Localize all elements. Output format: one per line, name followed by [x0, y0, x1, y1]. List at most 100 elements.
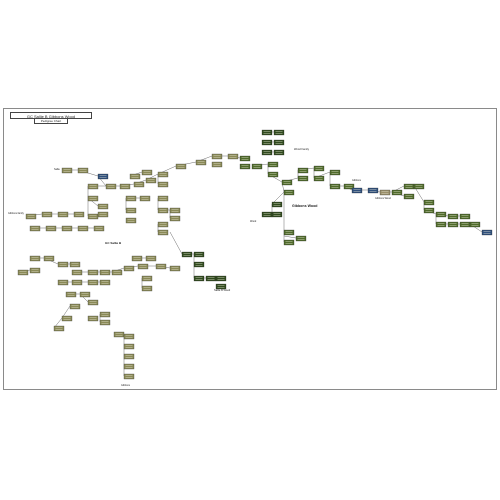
- person-box[interactable]: [329, 169, 341, 176]
- person-box[interactable]: [155, 263, 167, 270]
- person-box[interactable]: [123, 265, 135, 272]
- person-box[interactable]: [295, 235, 307, 242]
- person-box[interactable]: [239, 163, 251, 170]
- person-box[interactable]: [267, 161, 279, 168]
- person-box[interactable]: [53, 325, 65, 332]
- person-box[interactable]: [113, 331, 125, 338]
- person-box[interactable]: [423, 199, 435, 206]
- person-box[interactable]: [123, 363, 135, 370]
- person-box[interactable]: [367, 187, 379, 194]
- person-box[interactable]: [141, 169, 153, 176]
- person-box[interactable]: [61, 167, 73, 174]
- person-box[interactable]: [87, 183, 99, 190]
- person-box[interactable]: [313, 165, 325, 172]
- person-box[interactable]: [123, 353, 135, 360]
- person-box[interactable]: [267, 171, 279, 178]
- person-box[interactable]: [69, 261, 81, 268]
- person-box[interactable]: [193, 275, 205, 282]
- person-box[interactable]: [447, 221, 459, 228]
- person-box[interactable]: [329, 183, 341, 190]
- person-box[interactable]: [111, 269, 123, 276]
- person-box[interactable]: [469, 221, 481, 228]
- person-box[interactable]: [193, 261, 205, 268]
- person-box[interactable]: [123, 333, 135, 340]
- person-box[interactable]: [137, 263, 149, 270]
- person-box[interactable]: [87, 315, 99, 322]
- person-box[interactable]: [125, 217, 137, 224]
- person-box[interactable]: [459, 213, 471, 220]
- person-box[interactable]: [57, 279, 69, 286]
- person-box[interactable]: [41, 211, 53, 218]
- person-box[interactable]: [57, 211, 69, 218]
- person-box[interactable]: [125, 207, 137, 214]
- person-box[interactable]: [97, 173, 109, 180]
- person-box[interactable]: [119, 183, 131, 190]
- person-box[interactable]: [145, 177, 157, 184]
- person-box[interactable]: [133, 181, 145, 188]
- person-box[interactable]: [157, 207, 169, 214]
- person-box[interactable]: [61, 315, 73, 322]
- person-box[interactable]: [25, 213, 37, 220]
- person-box[interactable]: [157, 229, 169, 236]
- person-box[interactable]: [181, 251, 193, 258]
- person-box[interactable]: [141, 285, 153, 292]
- person-box[interactable]: [391, 189, 403, 196]
- person-box[interactable]: [481, 229, 493, 236]
- person-box[interactable]: [403, 193, 415, 200]
- person-box[interactable]: [413, 183, 425, 190]
- person-box[interactable]: [157, 171, 169, 178]
- person-box[interactable]: [271, 211, 283, 218]
- person-box[interactable]: [123, 373, 135, 380]
- person-box[interactable]: [99, 319, 111, 326]
- person-box[interactable]: [105, 183, 117, 190]
- person-box[interactable]: [99, 279, 111, 286]
- person-box[interactable]: [379, 189, 391, 196]
- person-box[interactable]: [57, 261, 69, 268]
- person-box[interactable]: [271, 201, 283, 208]
- person-box[interactable]: [125, 195, 137, 202]
- person-box[interactable]: [403, 183, 415, 190]
- person-box[interactable]: [251, 163, 263, 170]
- person-box[interactable]: [141, 275, 153, 282]
- person-box[interactable]: [351, 187, 363, 194]
- person-box[interactable]: [131, 255, 143, 262]
- person-box[interactable]: [169, 265, 181, 272]
- person-box[interactable]: [87, 269, 99, 276]
- person-box[interactable]: [423, 207, 435, 214]
- person-box[interactable]: [29, 255, 41, 262]
- person-box[interactable]: [43, 255, 55, 262]
- person-box[interactable]: [87, 279, 99, 286]
- person-box[interactable]: [211, 153, 223, 160]
- person-box[interactable]: [157, 181, 169, 188]
- person-box[interactable]: [447, 213, 459, 220]
- person-box[interactable]: [281, 179, 293, 186]
- person-box[interactable]: [215, 283, 227, 290]
- person-box[interactable]: [157, 195, 169, 202]
- person-box[interactable]: [273, 149, 285, 156]
- person-box[interactable]: [261, 139, 273, 146]
- person-box[interactable]: [313, 175, 325, 182]
- person-box[interactable]: [157, 221, 169, 228]
- person-box[interactable]: [261, 211, 273, 218]
- person-box[interactable]: [97, 203, 109, 210]
- person-box[interactable]: [29, 225, 41, 232]
- person-box[interactable]: [273, 139, 285, 146]
- person-box[interactable]: [97, 211, 109, 218]
- person-box[interactable]: [99, 311, 111, 318]
- person-box[interactable]: [435, 221, 447, 228]
- person-box[interactable]: [17, 269, 29, 276]
- person-box[interactable]: [71, 279, 83, 286]
- person-box[interactable]: [297, 167, 309, 174]
- person-box[interactable]: [73, 211, 85, 218]
- person-box[interactable]: [195, 159, 207, 166]
- person-box[interactable]: [87, 299, 99, 306]
- person-box[interactable]: [79, 291, 91, 298]
- person-box[interactable]: [99, 269, 111, 276]
- person-box[interactable]: [205, 275, 217, 282]
- person-box[interactable]: [139, 195, 151, 202]
- person-box[interactable]: [297, 175, 309, 182]
- person-box[interactable]: [77, 225, 89, 232]
- person-box[interactable]: [65, 291, 77, 298]
- person-box[interactable]: [261, 149, 273, 156]
- person-box[interactable]: [261, 129, 273, 136]
